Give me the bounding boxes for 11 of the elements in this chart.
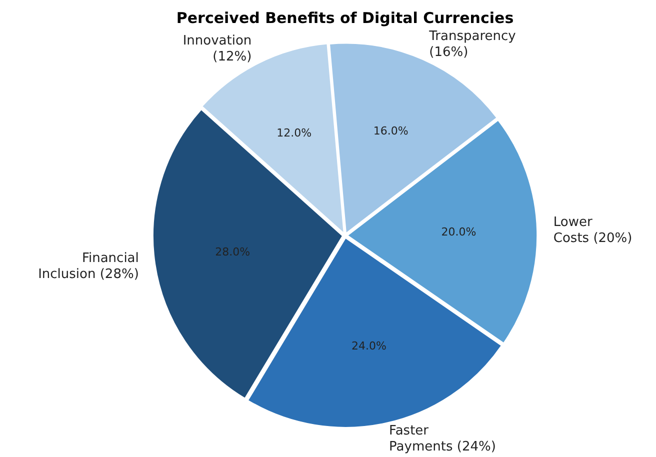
data-label: 20.0% [441,226,476,239]
slice-label: Transparency (16%) [428,29,516,60]
data-label: 24.0% [352,339,387,352]
data-label: 28.0% [215,245,250,258]
slice-label: Financial Inclusion (28%) [38,251,139,282]
chart-title: Perceived Benefits of Digital Currencies [176,8,514,27]
data-label: 16.0% [373,124,408,138]
slice-label: Lower Costs (20%) [553,214,632,246]
data-label: 12.0% [276,126,312,140]
slice-label: Faster Payments (24%) [389,424,496,455]
slice-label: Innovation (12%) [182,33,252,64]
